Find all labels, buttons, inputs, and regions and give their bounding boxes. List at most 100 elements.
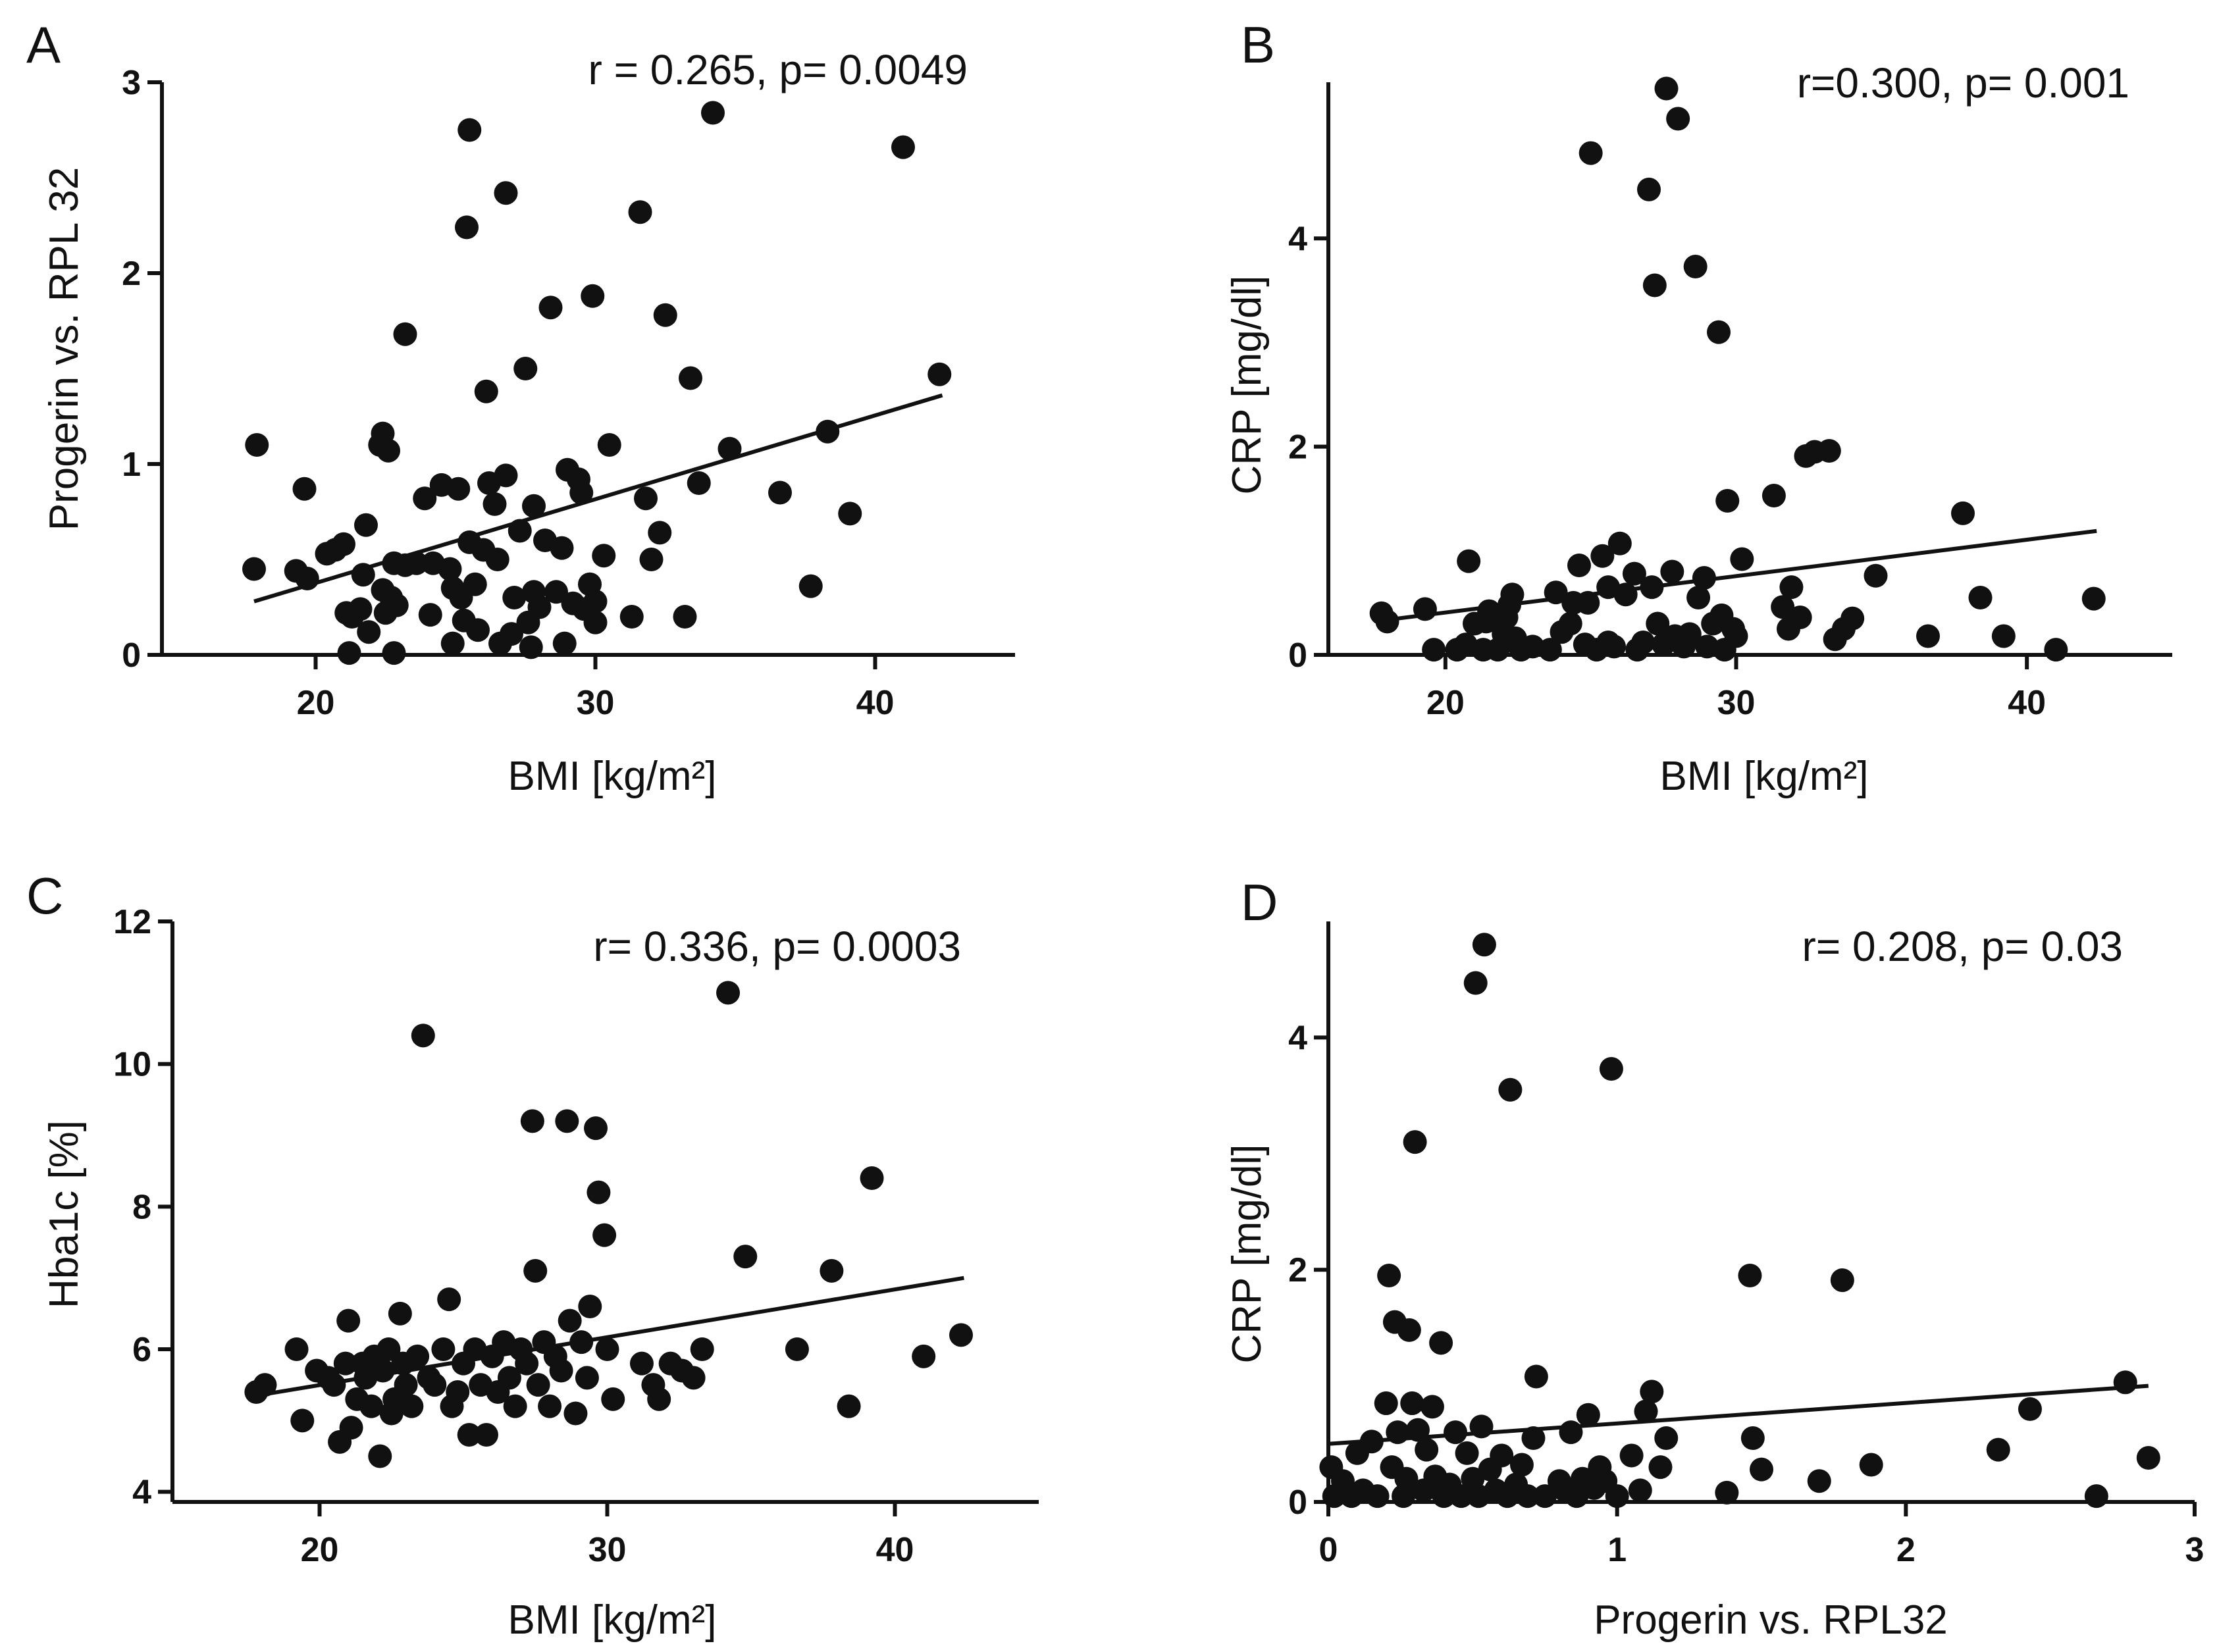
data-point: [1400, 1391, 1424, 1416]
x-tick-label: 40: [856, 684, 895, 722]
data-point: [284, 1337, 309, 1361]
data-point: [1695, 634, 1719, 659]
data-point: [1375, 609, 1399, 634]
y-tick-label: 4: [132, 1474, 151, 1512]
data-point: [339, 1416, 363, 1440]
data-point: [820, 1258, 844, 1283]
data-point: [1738, 1264, 1762, 1288]
data-point: [411, 1023, 435, 1048]
data-point: [438, 557, 462, 581]
data-point: [1986, 1437, 2010, 1462]
data-point: [522, 494, 546, 518]
data-point: [292, 477, 317, 501]
data-point: [912, 1344, 936, 1368]
data-point: [584, 1116, 608, 1141]
data-point: [322, 1373, 346, 1397]
data-point: [377, 438, 400, 463]
data-point: [494, 181, 518, 205]
y-tick-label: 4: [1288, 220, 1307, 258]
data-point: [523, 1258, 548, 1283]
data-point: [619, 605, 644, 629]
data-point: [1403, 1130, 1427, 1154]
data-point: [446, 477, 471, 501]
data-point: [1692, 565, 1716, 590]
data-point: [253, 1373, 277, 1397]
data-point: [1637, 177, 1661, 201]
data-point: [1469, 1414, 1494, 1439]
y-tick-label: 3: [122, 64, 141, 102]
data-point: [2084, 1484, 2108, 1509]
y-tick-label: 0: [1288, 1484, 1307, 1522]
data-point: [1771, 595, 1795, 619]
data-point: [1686, 586, 1711, 609]
data-point: [1788, 606, 1812, 630]
x-tick-label: 1: [1607, 1531, 1627, 1569]
data-point: [440, 631, 465, 656]
data-point: [1533, 1484, 1557, 1509]
data-point: [1640, 575, 1664, 600]
data-point: [393, 322, 417, 346]
panel-c-scatter: C r= 0.336, p= 0.0003 BMI [kg/m²] Hba1c …: [26, 867, 1039, 1643]
data-point: [1840, 606, 1865, 631]
y-tick-label: 4: [1288, 1019, 1307, 1057]
data-point: [1602, 634, 1626, 659]
data-point: [558, 1308, 582, 1333]
x-tick-label: 30: [588, 1531, 627, 1569]
data-point: [1521, 1426, 1546, 1450]
data-point: [1859, 1453, 1883, 1477]
data-point: [569, 1330, 594, 1355]
data-point: [1666, 107, 1690, 131]
data-point: [351, 563, 375, 587]
correlation-annotation: r= 0.336, p= 0.0003: [593, 923, 961, 970]
data-point: [1707, 320, 1731, 344]
x-axis-title: BMI [kg/m²]: [1660, 754, 1869, 799]
data-point: [563, 1401, 588, 1426]
data-point: [1515, 1484, 1540, 1509]
data-point: [717, 436, 742, 461]
data-point: [1413, 597, 1437, 621]
data-point: [295, 567, 319, 590]
data-point: [2113, 1370, 2137, 1395]
data-point: [457, 1423, 481, 1447]
data-point: [1715, 488, 1740, 513]
data-point: [2081, 586, 2106, 611]
data-point: [1559, 1420, 1583, 1445]
data-point: [1578, 141, 1603, 165]
data-point: [1449, 1484, 1473, 1509]
data-point: [592, 544, 616, 568]
data-point: [891, 135, 915, 159]
data-point: [690, 1337, 714, 1361]
data-point: [2018, 1397, 2042, 1421]
data-point: [549, 1358, 573, 1383]
data-point: [463, 572, 487, 596]
data-point: [371, 1358, 395, 1383]
correlation-annotation: r = 0.265, p= 0.0049: [588, 46, 968, 93]
panel-letter: C: [26, 867, 63, 925]
data-point: [653, 303, 677, 327]
plot-area: 4 6 8 10 12 20 30 40: [113, 903, 1039, 1569]
data-point: [673, 605, 697, 629]
data-point: [1394, 1466, 1419, 1491]
data-point: [634, 486, 658, 511]
data-point: [1750, 1457, 1773, 1482]
x-tick-label: 2: [1896, 1531, 1916, 1569]
data-point: [2136, 1445, 2160, 1470]
x-axis-title: Progerin vs. RPL32: [1594, 1597, 1948, 1643]
data-point: [544, 580, 568, 604]
data-point: [578, 1295, 602, 1318]
data-point: [837, 1394, 861, 1418]
y-tick-label: 8: [132, 1188, 151, 1226]
data-point: [1622, 561, 1646, 586]
data-point: [2044, 638, 2068, 662]
data-point: [1951, 501, 1975, 525]
y-tick-label: 2: [1288, 428, 1307, 467]
data-point: [388, 1301, 412, 1326]
data-point: [1576, 590, 1600, 615]
data-point: [1654, 1426, 1679, 1450]
data-point: [595, 1337, 619, 1361]
data-point: [354, 513, 378, 537]
data-point: [384, 593, 409, 617]
data-point: [332, 532, 355, 556]
data-point: [1628, 1478, 1652, 1503]
data-point: [1761, 483, 1786, 507]
